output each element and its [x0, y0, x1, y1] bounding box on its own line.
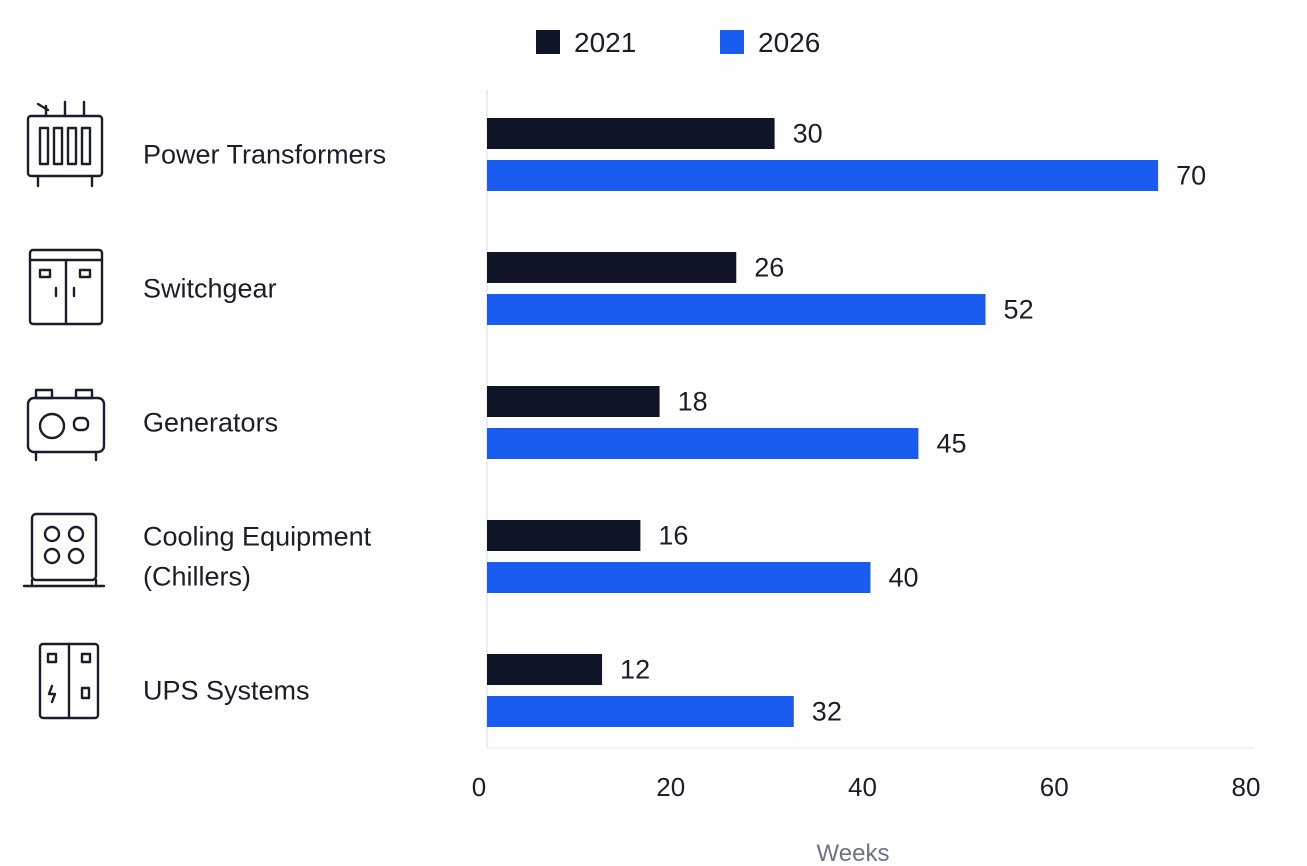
- x-tick-labels: 0 20 40 60 80: [472, 772, 1261, 802]
- bar-2021: [487, 118, 775, 149]
- category-label: Cooling Equipment: [143, 522, 372, 552]
- x-tick-label: 60: [1040, 772, 1069, 802]
- value-label: 52: [1004, 295, 1034, 325]
- legend-swatch-2026: [720, 30, 744, 54]
- category-label: Power Transformers: [143, 140, 386, 170]
- x-tick-label: 0: [472, 772, 486, 802]
- legend-swatch-2021: [536, 30, 560, 54]
- value-label: 30: [793, 119, 823, 149]
- switchgear-icon: [28, 248, 104, 326]
- x-axis-title: Weeks: [817, 840, 890, 866]
- value-labels: 30 70 26 52 18 45 16 40 12 32: [620, 119, 1206, 727]
- bar-2021: [487, 386, 660, 417]
- value-label: 40: [889, 563, 919, 593]
- value-label: 16: [658, 521, 688, 551]
- bars: [487, 118, 1159, 727]
- category-labels: Power Transformers Switchgear Generators Co…: [143, 140, 386, 706]
- generator-icon: [26, 388, 106, 462]
- bar-2021: [487, 520, 641, 551]
- bar-2021: [487, 654, 603, 685]
- category-label: Generators: [143, 408, 278, 438]
- category-label: UPS Systems: [143, 676, 310, 706]
- transformer-icon: [26, 100, 104, 188]
- bar-2026: [487, 160, 1159, 191]
- legend-label-2026: 2026: [758, 27, 820, 58]
- x-tick-label: 20: [656, 772, 685, 802]
- ups-icon: [38, 642, 100, 720]
- value-label: 32: [812, 697, 842, 727]
- category-label: Switchgear: [143, 274, 277, 304]
- bar-2021: [487, 252, 737, 283]
- x-tick-label: 80: [1232, 772, 1261, 802]
- legend-label-2021: 2021: [574, 27, 636, 58]
- value-label: 18: [678, 387, 708, 417]
- value-label: 45: [936, 429, 966, 459]
- category-label: (Chillers): [143, 562, 251, 592]
- bar-2026: [487, 696, 794, 727]
- bar-2026: [487, 294, 986, 325]
- bar-2026: [487, 428, 919, 459]
- x-tick-label: 40: [848, 772, 877, 802]
- bar-2026: [487, 562, 871, 593]
- value-label: 12: [620, 655, 650, 685]
- legend: 2021 2026: [536, 27, 820, 58]
- value-label: 70: [1176, 161, 1206, 191]
- chiller-icon: [22, 512, 106, 588]
- value-label: 26: [754, 253, 784, 283]
